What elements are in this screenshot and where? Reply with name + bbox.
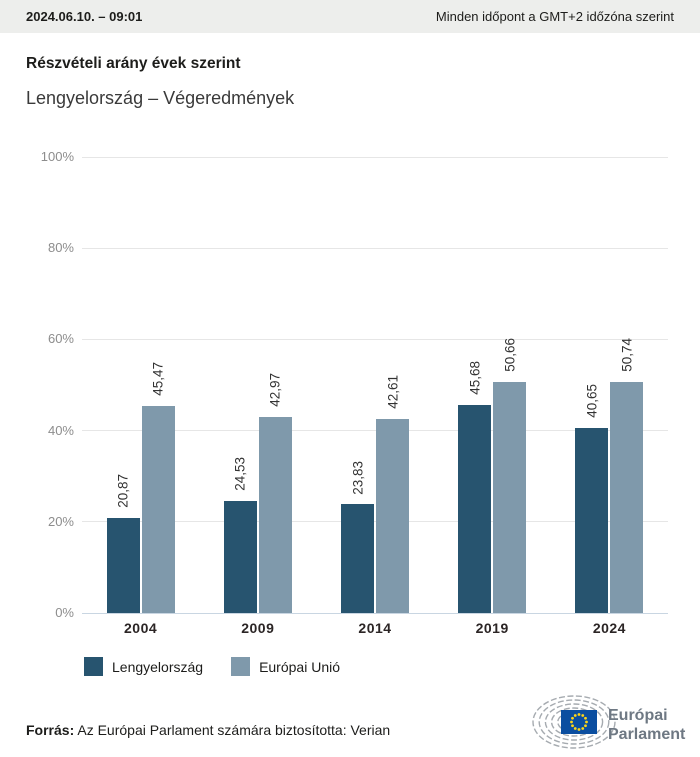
- bar-chart-plot-area: 20,87 45,47 24,53 42,97 23,83 42,61 45,68 50,66…: [82, 156, 668, 614]
- eu-star-icon: [571, 716, 574, 720]
- legend-item: Lengyelország: [84, 657, 203, 676]
- legend-item: Európai Unió: [231, 657, 340, 676]
- bar-value-label: 45,47: [150, 361, 166, 396]
- gridline: [82, 156, 668, 158]
- bar-value-label: 24,53: [232, 457, 248, 492]
- bar-2019-eu: [493, 382, 527, 613]
- eu-star-icon: [581, 714, 585, 717]
- bar-value-label-wrap: 45,47: [151, 362, 166, 401]
- eu-star-icon: [577, 713, 581, 716]
- hemicycle-arc: [544, 703, 604, 741]
- logo-text-line2: Parlament: [608, 726, 686, 743]
- gridline: [82, 521, 668, 523]
- bar-value-label: 23,83: [350, 460, 365, 495]
- bar-value-label: 50,74: [619, 337, 635, 372]
- x-tick-label-2009: 2009: [241, 620, 275, 636]
- bar-value-label: 42,97: [267, 373, 283, 408]
- bar-value-label: 40,65: [584, 383, 600, 418]
- bar-value-label-wrap: 20,87: [116, 474, 131, 513]
- bar-2014-eu: [376, 418, 409, 613]
- legend-swatch-icon: [84, 657, 103, 676]
- x-tick-label-2019: 2019: [475, 620, 509, 636]
- bar-2004-eu: [141, 405, 175, 613]
- chart-legend: Lengyelország Európai Unió: [84, 657, 340, 676]
- bar-value-label-wrap: 45,68: [467, 361, 482, 400]
- y-tick-label: 20%: [47, 513, 74, 529]
- ep-hemicycle-logo-icon: Európai Parlament: [532, 695, 686, 749]
- bar-2024-eu: [610, 381, 644, 613]
- bar-2009-country: [223, 501, 257, 613]
- x-axis-baseline: [82, 612, 668, 614]
- bar-2024-country: [575, 427, 609, 613]
- eu-star-icon: [573, 714, 577, 717]
- eu-star-icon: [581, 727, 585, 730]
- gridline: [82, 338, 668, 340]
- eu-star-icon: [573, 727, 577, 730]
- eu-star-icon: [585, 720, 588, 724]
- eu-star-icon: [584, 724, 587, 728]
- source-text: Az Európai Parlament számára biztosított…: [74, 722, 391, 738]
- y-tick-label: 100%: [40, 149, 74, 164]
- legend-label: Európai Unió: [259, 658, 340, 675]
- x-tick-label-2004: 2004: [124, 620, 158, 636]
- bar-value-label-wrap: 42,97: [268, 373, 283, 412]
- hemicycle-arc: [532, 695, 616, 749]
- legend-swatch-icon: [231, 657, 251, 676]
- page-subtitle: Lengyelország – Végeredmények: [26, 88, 295, 108]
- y-tick-label: 80%: [47, 240, 74, 256]
- bar-value-label-wrap: 50,66: [502, 338, 517, 377]
- page-title: Részvételi arány évek szerint: [26, 55, 241, 72]
- bar-value-label-wrap: 24,53: [233, 457, 248, 496]
- bar-value-label: 42,61: [385, 374, 400, 409]
- source-label: Forrás:: [26, 722, 75, 738]
- bar-value-label: 50,66: [502, 338, 518, 372]
- gridline: [82, 247, 668, 249]
- eu-star-icon: [584, 716, 587, 720]
- eu-star-icon: [577, 728, 581, 731]
- eu-star-icon: [571, 724, 574, 728]
- header-bar: 2024.06.10. – 09:01 Minden időpont a GMT…: [0, 0, 700, 33]
- y-tick-label: 60%: [47, 331, 74, 347]
- timezone-note: Minden időpont a GMT+2 időzóna szerint: [435, 9, 674, 24]
- bar-value-label: 45,68: [467, 360, 483, 395]
- y-tick-label: 40%: [47, 422, 74, 438]
- x-tick-label-2014: 2014: [358, 620, 392, 636]
- source-note: Forrás: Az Európai Parlament számára biz…: [26, 722, 390, 738]
- legend-label: Lengyelország: [112, 658, 204, 675]
- bar-2009-eu: [258, 417, 292, 613]
- european-parliament-logo: Európai Parlament: [528, 694, 692, 755]
- bar-value-label-wrap: 40,65: [584, 384, 599, 423]
- bar-value-label-wrap: 42,61: [385, 375, 400, 414]
- bar-value-label-wrap: 23,83: [350, 461, 365, 500]
- y-tick-label: 0%: [55, 605, 74, 620]
- gridline: [82, 430, 668, 432]
- hemicycle-arc: [538, 699, 610, 745]
- x-tick-label-2024: 2024: [592, 620, 626, 636]
- logo-text-line1: Európai: [608, 707, 668, 724]
- bar-value-label-wrap: 50,74: [619, 338, 634, 377]
- bar-value-label: 20,87: [115, 474, 131, 508]
- eu-star-icon: [570, 720, 573, 724]
- bar-2004-country: [106, 517, 140, 613]
- report-datetime: 2024.06.10. – 09:01: [26, 9, 143, 24]
- bar-2014-country: [341, 504, 374, 613]
- bar-2019-country: [458, 404, 492, 613]
